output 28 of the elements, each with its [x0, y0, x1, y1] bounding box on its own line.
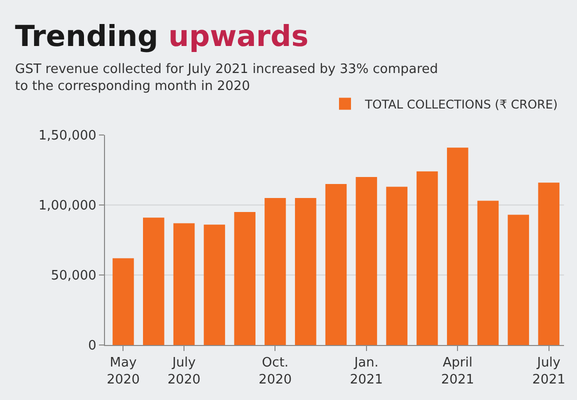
x-tick-label: April 2021 — [441, 356, 474, 388]
x-tick-label: Oct. 2020 — [258, 356, 292, 388]
x-tick-label: July 2021 — [532, 356, 566, 388]
bar — [538, 182, 560, 345]
y-tick-label: 50,000 — [50, 268, 96, 284]
bar — [294, 198, 316, 345]
bar — [204, 224, 226, 345]
bar — [356, 177, 378, 345]
legend-label: TOTAL COLLECTIONS (₹ CRORE) — [364, 97, 558, 112]
x-tick-label: Jan. 2021 — [350, 356, 383, 388]
chart-title: Trending upwards — [15, 19, 309, 53]
bar — [173, 223, 195, 345]
x-tick-label: May 2020 — [106, 356, 140, 388]
y-tick-label: 1,00,000 — [38, 198, 96, 214]
chart-subtitle: GST revenue collected for July 2021 increased by 33% compared to the corresponding month in 2020 — [15, 62, 438, 94]
bar — [325, 184, 347, 345]
bar — [143, 218, 164, 345]
bar — [508, 214, 530, 345]
bar — [386, 186, 408, 345]
bar — [112, 258, 134, 345]
y-tick-label: 0 — [88, 338, 96, 354]
bar — [446, 148, 468, 345]
bar — [416, 171, 438, 345]
bar — [477, 200, 499, 345]
bar — [234, 212, 256, 345]
x-tick-label: July 2020 — [167, 356, 201, 388]
y-tick-label: 1,50,000 — [38, 128, 96, 144]
bar — [264, 198, 286, 345]
